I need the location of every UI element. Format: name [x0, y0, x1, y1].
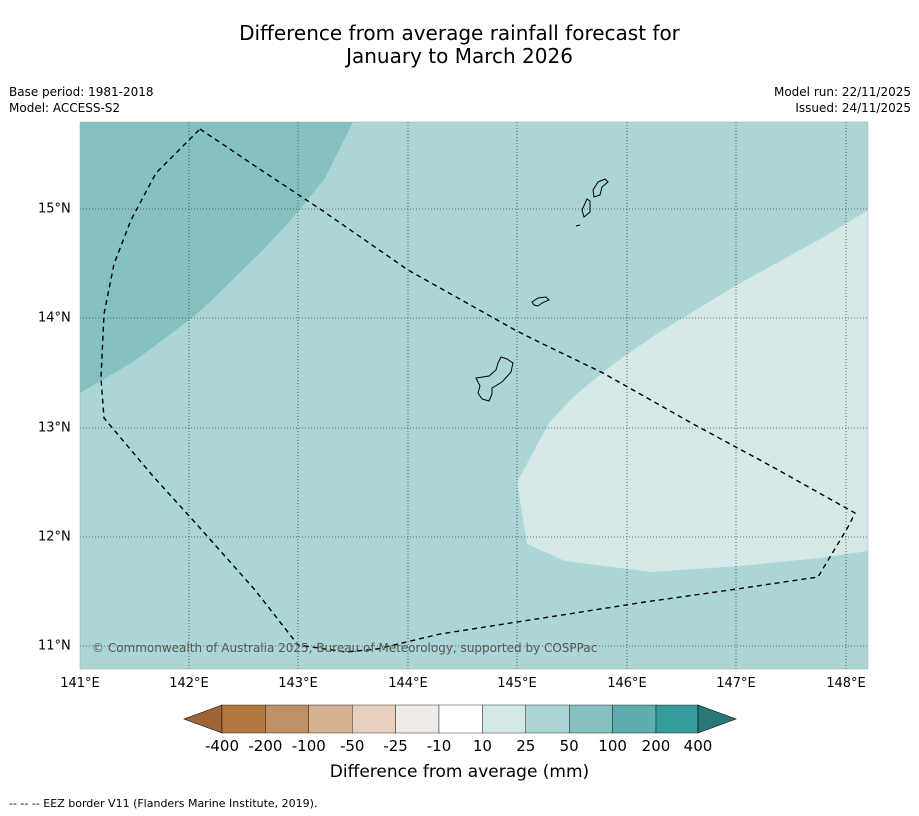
x-tick-label: 146°E	[607, 676, 647, 691]
colorbar-tick-label: 10	[472, 737, 492, 755]
colorbar	[183, 704, 737, 734]
y-tick-label: 12°N	[38, 529, 71, 545]
colorbar-bin	[352, 704, 396, 734]
metadata-left: Base period: 1981-2018 Model: ACCESS-S2	[9, 84, 154, 116]
eez-footnote: -- -- -- EEZ border V11 (Flanders Marine…	[9, 797, 318, 810]
chart-title: Difference from average rainfall forecas…	[0, 22, 919, 68]
colorbar-bin	[395, 704, 440, 734]
colorbar-tick-label: 25	[516, 737, 536, 755]
islands	[475, 178, 609, 402]
colorbar-bin	[525, 704, 570, 734]
x-tick-label: 144°E	[388, 676, 428, 691]
colorbar-tick-label: -100	[291, 737, 326, 755]
model-run: Model run: 22/11/2025	[773, 85, 911, 99]
x-tick-label: 147°E	[716, 676, 756, 691]
y-tick-label: 11°N	[38, 638, 71, 654]
colorbar-tick-label: 50	[559, 737, 579, 755]
copyright-notice: © Commonwealth of Australia 2025, Bureau…	[92, 641, 598, 655]
model-name: Model: ACCESS-S2	[9, 101, 121, 115]
region-10-25mm	[517, 210, 868, 572]
colorbar-tick-label: -25	[383, 737, 408, 755]
colorbar-high-extend	[697, 704, 737, 734]
colorbar-bin	[482, 704, 526, 734]
metadata-right: Model run: 22/11/2025 Issued: 24/11/2025	[774, 84, 911, 116]
issued-date: Issued: 24/11/2025	[795, 101, 911, 115]
title-line-2: January to March 2026	[346, 44, 573, 68]
map-plot-area	[80, 122, 868, 669]
colorbar-tick-label: -10	[426, 737, 452, 755]
colorbar-low-extend	[183, 704, 223, 734]
guam-island	[475, 356, 514, 402]
colorbar-bin	[438, 704, 483, 734]
y-tick-label: 14°N	[38, 310, 71, 326]
colorbar-bin	[569, 704, 613, 734]
graticule	[80, 122, 868, 669]
region-50-100mm	[80, 122, 353, 393]
colorbar-bin	[612, 704, 657, 734]
x-tick-label: 141°E	[60, 676, 100, 691]
colorbar-bin	[655, 704, 699, 734]
y-tick-label: 15°N	[38, 201, 71, 217]
colorbar-tick-label: 100	[598, 737, 627, 755]
colorbar-bin	[265, 704, 309, 734]
x-tick-label: 145°E	[497, 676, 537, 691]
title-line-1: Difference from average rainfall forecas…	[239, 21, 680, 45]
colorbar-tick-label: -400	[204, 737, 240, 755]
colorbar-tick-label: -200	[248, 737, 283, 755]
colorbar-tick-label: 200	[641, 737, 671, 755]
colorbar-tick-label: -50	[339, 737, 365, 755]
tinian-island	[581, 198, 591, 218]
rota-island	[531, 296, 550, 307]
eez-border	[100, 128, 856, 653]
saipan-island	[592, 178, 609, 198]
y-tick-label: 13°N	[38, 420, 71, 436]
colorbar-tick-label: 400	[683, 737, 713, 755]
x-tick-label: 142°E	[169, 676, 209, 691]
x-tick-label: 143°E	[278, 676, 318, 691]
colorbar-bin	[308, 704, 353, 734]
colorbar-title: Difference from average (mm)	[329, 762, 590, 782]
aguijan-island	[575, 224, 581, 227]
base-period: Base period: 1981-2018	[9, 85, 154, 99]
colorbar-bin	[221, 704, 266, 734]
plot-frame	[79, 121, 869, 670]
x-tick-label: 148°E	[826, 676, 866, 691]
